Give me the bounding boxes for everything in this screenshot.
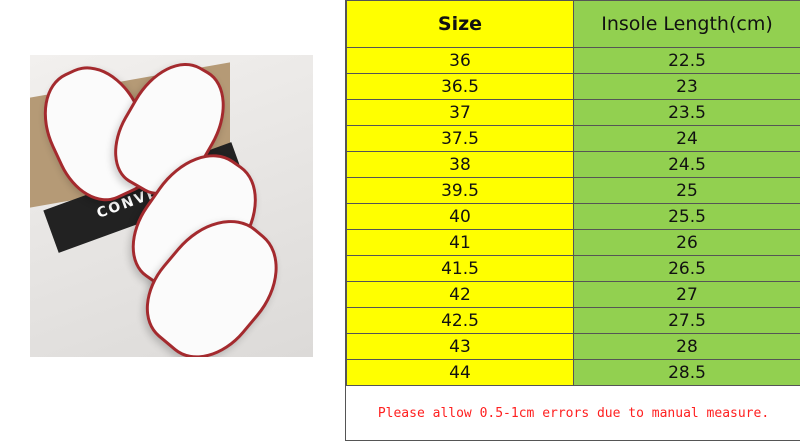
size-chart: Size Insole Length(cm) 36 22.5 36.5 23 37 23.… — [345, 0, 800, 441]
size-cell: 41 — [346, 229, 574, 256]
table-row: 39.5 25 — [346, 177, 800, 204]
insole-length-cell: 28.5 — [573, 359, 800, 386]
table-row: 37 23.5 — [346, 99, 800, 126]
header-size: Size — [346, 0, 574, 48]
table-row: 40 25.5 — [346, 203, 800, 230]
size-cell: 40 — [346, 203, 574, 230]
size-cell: 36.5 — [346, 73, 574, 100]
size-cell: 43 — [346, 333, 574, 360]
size-cell: 44 — [346, 359, 574, 386]
insole-length-cell: 26.5 — [573, 255, 800, 282]
size-cell: 37 — [346, 99, 574, 126]
insole-length-cell: 24 — [573, 125, 800, 152]
measurement-note: Please allow 0.5-1cm errors due to manua… — [346, 386, 800, 441]
table-row: 36 22.5 — [346, 47, 800, 74]
insole-length-cell: 25 — [573, 177, 800, 204]
table-row: 41.5 26.5 — [346, 255, 800, 282]
insole-length-cell: 24.5 — [573, 151, 800, 178]
size-cell: 41.5 — [346, 255, 574, 282]
product-photo: CONVERSE — [30, 55, 313, 357]
insole-length-cell: 27.5 — [573, 307, 800, 334]
insole-length-cell: 23.5 — [573, 99, 800, 126]
insole-length-cell: 23 — [573, 73, 800, 100]
size-cell: 42.5 — [346, 307, 574, 334]
size-cell: 37.5 — [346, 125, 574, 152]
table-row: 42.5 27.5 — [346, 307, 800, 334]
table-row: 43 28 — [346, 333, 800, 360]
table-row: 42 27 — [346, 281, 800, 308]
insole-length-cell: 25.5 — [573, 203, 800, 230]
table-row: 41 26 — [346, 229, 800, 256]
insole-length-cell: 22.5 — [573, 47, 800, 74]
size-cell: 36 — [346, 47, 574, 74]
header-row: Size Insole Length(cm) — [346, 0, 800, 48]
table-row: 37.5 24 — [346, 125, 800, 152]
size-cell: 39.5 — [346, 177, 574, 204]
insole-length-cell: 27 — [573, 281, 800, 308]
table-row: 44 28.5 — [346, 359, 800, 386]
size-cell: 38 — [346, 151, 574, 178]
size-cell: 42 — [346, 281, 574, 308]
insole-length-cell: 26 — [573, 229, 800, 256]
header-insole-length: Insole Length(cm) — [573, 0, 800, 48]
table-row: 38 24.5 — [346, 151, 800, 178]
insole-length-cell: 28 — [573, 333, 800, 360]
table-row: 36.5 23 — [346, 73, 800, 100]
